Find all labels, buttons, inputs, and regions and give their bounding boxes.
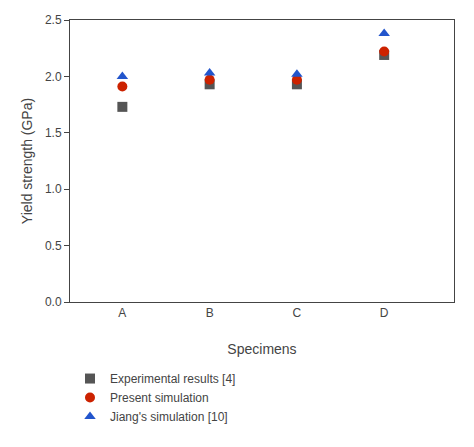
svg-text:Yield strength (GPa): Yield strength (GPa) (19, 98, 35, 224)
svg-text:0.5: 0.5 (45, 239, 62, 253)
svg-text:D: D (380, 306, 389, 320)
svg-text:B: B (206, 306, 214, 320)
svg-text:0.0: 0.0 (45, 295, 62, 309)
svg-text:Present simulation: Present simulation (110, 391, 209, 405)
svg-text:1.0: 1.0 (45, 182, 62, 196)
svg-text:Specimens: Specimens (227, 341, 296, 357)
svg-text:2.5: 2.5 (45, 13, 62, 27)
svg-text:Jiang's simulation [10]: Jiang's simulation [10] (110, 410, 228, 424)
svg-text:1.5: 1.5 (45, 126, 62, 140)
svg-text:A: A (118, 306, 126, 320)
svg-text:C: C (293, 306, 302, 320)
svg-text:2.0: 2.0 (45, 70, 62, 84)
svg-text:Experimental results [4]: Experimental results [4] (110, 372, 235, 386)
